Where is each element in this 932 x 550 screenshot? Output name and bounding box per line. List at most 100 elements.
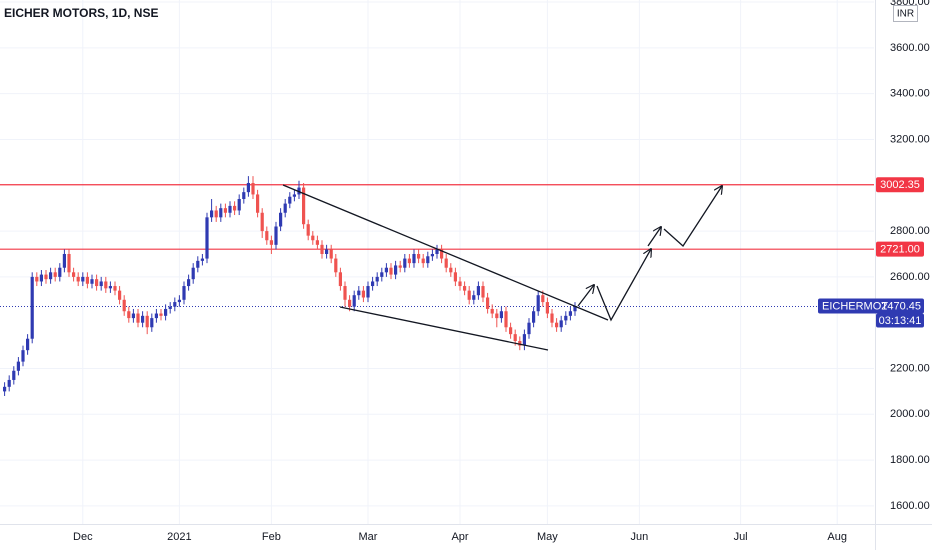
candle-body [58, 267, 62, 277]
candle-body [265, 231, 269, 241]
candle-body [196, 260, 200, 268]
y-tick-label: 2000.00 [890, 408, 930, 420]
candle-body [481, 286, 485, 298]
grid [0, 0, 874, 524]
candle-body [394, 265, 398, 275]
y-tick-label: 1600.00 [890, 500, 930, 512]
candle-body [113, 286, 117, 291]
candle-body [389, 267, 393, 275]
candle-body [504, 311, 508, 328]
x-tick-label: 2021 [167, 531, 191, 543]
candle-body [532, 311, 536, 323]
y-tick-label: 3200.00 [890, 133, 930, 145]
y-tick-label: 3400.00 [890, 88, 930, 100]
candle-body [3, 386, 7, 392]
candle-body [182, 286, 186, 300]
candle-body [76, 276, 80, 282]
candle-body [334, 258, 338, 273]
candle-body [154, 313, 158, 319]
candle-body [136, 313, 140, 323]
candle-body [118, 290, 122, 300]
x-tick-label: Jul [734, 531, 748, 543]
candle-body [568, 311, 572, 316]
candle-body [191, 267, 195, 280]
level-label: 2721.00 [880, 244, 920, 256]
candle-body [302, 187, 306, 225]
x-tick-label: May [537, 531, 558, 543]
candle-body [463, 286, 467, 291]
candle-body [21, 350, 25, 362]
candle-body [159, 313, 163, 316]
arrow [647, 227, 661, 247]
candle-body [348, 299, 352, 307]
x-tick-label: Jun [631, 531, 649, 543]
candle-body [39, 274, 43, 282]
candle-body [407, 258, 411, 264]
candle-body [536, 295, 540, 312]
candle-body [559, 320, 563, 328]
arrow [596, 249, 651, 322]
x-tick-label: Dec [73, 531, 93, 543]
y-tick-label: 2200.00 [890, 362, 930, 374]
candle-body [292, 194, 296, 197]
candle-body [467, 290, 471, 300]
candle-body [219, 208, 223, 218]
candle-body [518, 341, 522, 346]
candle-body [173, 302, 177, 307]
candle-body [205, 217, 209, 259]
candle-body [495, 313, 499, 319]
candle-body [490, 308, 494, 314]
candle-body [26, 338, 30, 351]
candle-body [104, 281, 108, 289]
candle-body [288, 196, 292, 204]
candle-body [251, 182, 255, 195]
candle-body [380, 272, 384, 277]
candle-body [541, 295, 545, 303]
candle-body [53, 272, 57, 277]
candle-body [527, 322, 531, 335]
candle-body [200, 258, 204, 261]
symbol-label: EICHERMOT [822, 300, 888, 312]
last-price-box [818, 298, 924, 314]
y-tick-label: 3800.00 [890, 0, 930, 8]
candle-body [398, 265, 402, 268]
candle-body [320, 244, 324, 254]
candle-body [62, 253, 66, 268]
x-tick-label: Feb [262, 531, 281, 543]
candle-body [223, 208, 227, 213]
candle-body [509, 327, 513, 335]
candle-body [141, 315, 145, 323]
arrow [577, 285, 594, 307]
candle-body [458, 281, 462, 287]
candle-body [472, 295, 476, 300]
candle-body [131, 313, 135, 319]
level-label: 3002.35 [880, 179, 920, 191]
candle-body [81, 276, 85, 282]
y-tick-label: 1800.00 [890, 454, 930, 466]
candle-body [237, 199, 241, 211]
candle-body [99, 281, 103, 287]
candle-body [573, 306, 577, 312]
y-tick-label: 2800.00 [890, 225, 930, 237]
candle-body [187, 279, 191, 287]
drawings [282, 185, 722, 351]
arrow [663, 186, 722, 247]
candle-body [449, 267, 453, 273]
candle-body [67, 253, 71, 273]
candle-body [233, 205, 237, 211]
candle-body [545, 302, 549, 314]
candle-body [315, 240, 319, 245]
candle-body [522, 334, 526, 346]
candle-body [49, 272, 53, 280]
candle-body [85, 276, 89, 284]
candle-body [486, 297, 490, 309]
candle-body [44, 274, 48, 280]
candle-body [352, 295, 356, 307]
candle-body [366, 286, 370, 298]
candle-body [12, 370, 16, 380]
candle-body [90, 279, 94, 284]
candle-body [30, 276, 34, 339]
